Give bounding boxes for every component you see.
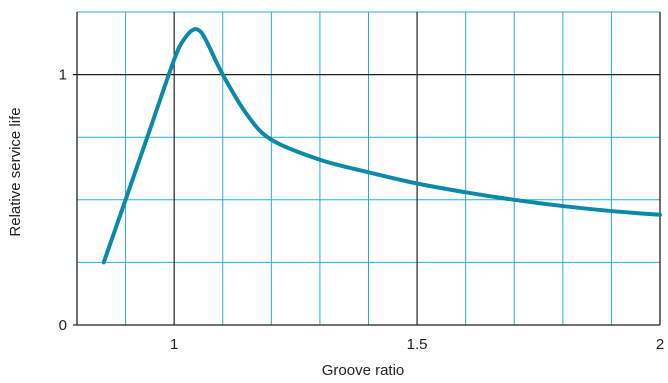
axes bbox=[73, 12, 661, 326]
y-tick-label: 0 bbox=[59, 317, 67, 334]
y-tick-labels: 01 bbox=[59, 67, 67, 334]
minor-gridlines bbox=[77, 11, 660, 325]
x-tick-label: 2 bbox=[656, 336, 664, 353]
x-axis-title: Groove ratio bbox=[322, 362, 405, 379]
y-axis-title: Relative service life bbox=[7, 107, 24, 236]
x-tick-labels: 1 1.5 2 bbox=[170, 336, 664, 353]
series-layer bbox=[101, 27, 662, 265]
y-tick-label: 1 bbox=[59, 67, 67, 84]
x-tick-label: 1 bbox=[170, 336, 178, 353]
series-line bbox=[101, 27, 662, 265]
x-tick-label: 1.5 bbox=[407, 336, 428, 353]
